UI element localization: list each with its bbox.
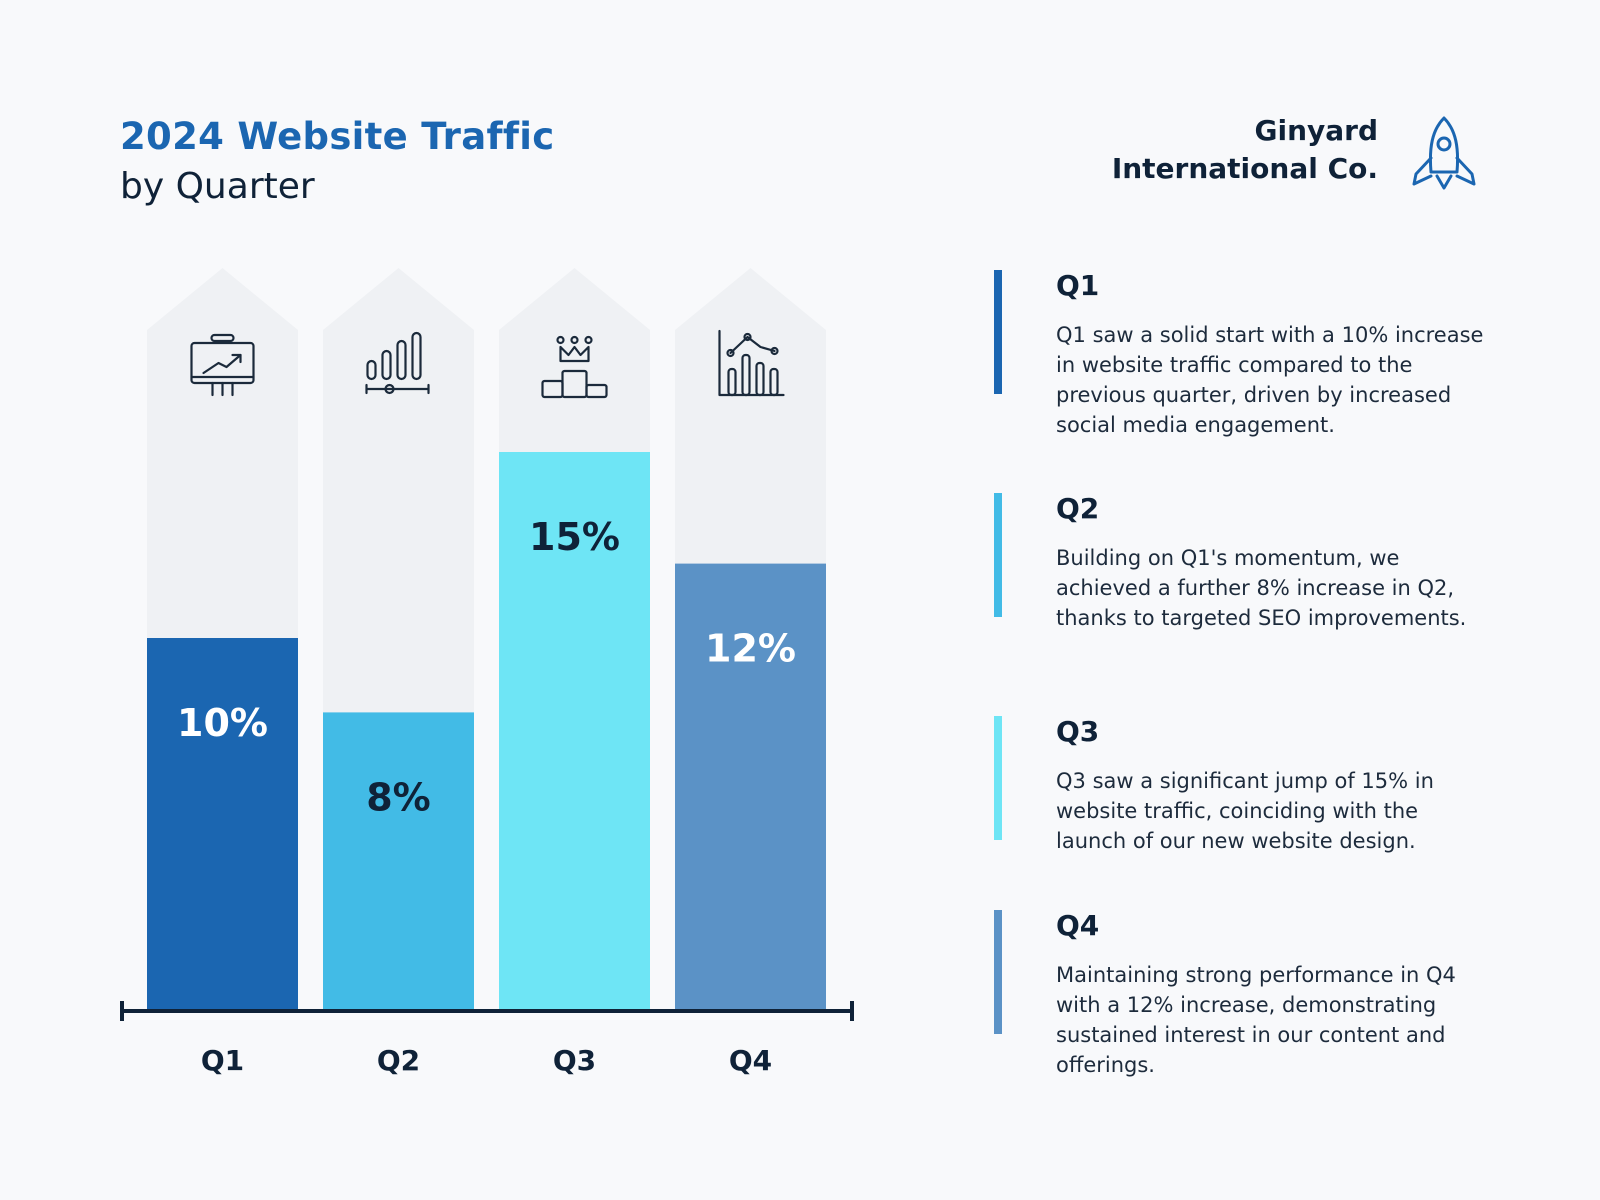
description-heading: Q2 xyxy=(1056,492,1100,525)
bar-levels-icon xyxy=(365,331,430,395)
x-tick-label: Q4 xyxy=(729,1044,772,1077)
accent-bar xyxy=(994,493,1002,617)
brand-line-1: Ginyard xyxy=(1254,114,1378,147)
bar-value-label: 8% xyxy=(366,775,431,819)
podium-crown-icon xyxy=(541,335,608,399)
description-text: Q3 saw a significant jump of 15% in webs… xyxy=(1056,769,1434,853)
page-title: 2024 Website Traffic by Quarter xyxy=(120,112,555,212)
bar-value-label: 12% xyxy=(705,627,796,671)
bar-q3 xyxy=(499,452,650,1010)
x-tick-label: Q3 xyxy=(553,1044,596,1077)
description-heading: Q4 xyxy=(1056,909,1100,942)
bar-q4 xyxy=(675,563,826,1010)
title-line-1: 2024 Website Traffic xyxy=(120,115,555,158)
description-heading: Q1 xyxy=(1056,269,1100,302)
description-text: Q1 saw a solid start with a 10% increase… xyxy=(1056,323,1484,437)
rocket-icon xyxy=(1412,116,1476,190)
description-text: Maintaining strong performance in Q4 wit… xyxy=(1056,963,1456,1077)
line-bar-chart-icon xyxy=(718,329,785,397)
accent-bar xyxy=(994,910,1002,1034)
accent-bar xyxy=(994,270,1002,394)
title-line-2: by Quarter xyxy=(120,166,315,207)
x-tick-label: Q1 xyxy=(201,1044,244,1077)
brand-name: Ginyard International Co. xyxy=(1112,112,1378,188)
bar-value-label: 10% xyxy=(177,701,268,745)
bar-q2 xyxy=(323,712,474,1010)
description-text: Building on Q1's momentum, we achieved a… xyxy=(1056,546,1467,630)
bar-value-label: 15% xyxy=(529,515,620,559)
brand-line-2: International Co. xyxy=(1111,152,1378,185)
bar-q1 xyxy=(147,638,298,1010)
traffic-bar-chart: 10% Q1 8% Q2 15% Q3 12% Q4 xyxy=(120,329,854,1077)
x-tick-label: Q2 xyxy=(377,1044,420,1077)
description-heading: Q3 xyxy=(1056,715,1100,748)
accent-bar xyxy=(994,716,1002,840)
presentation-board-icon xyxy=(190,333,255,397)
